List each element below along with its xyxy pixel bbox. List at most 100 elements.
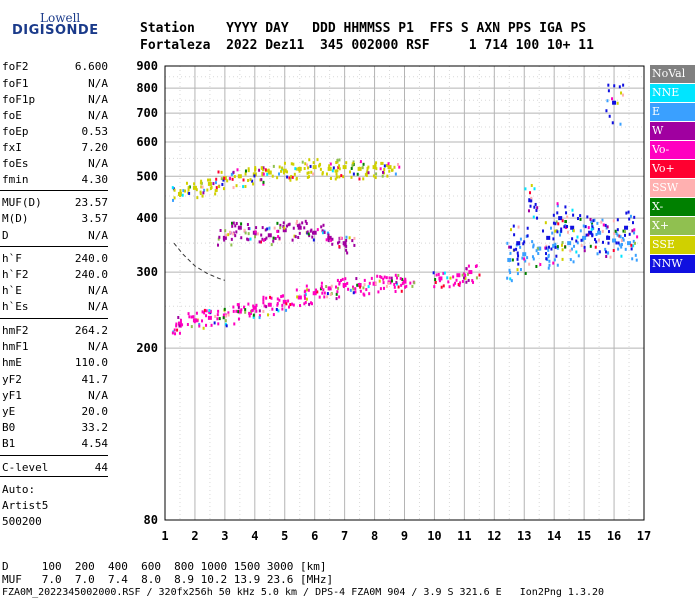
echo-mark — [282, 171, 285, 175]
echo-mark — [394, 289, 397, 293]
echo-mark — [471, 279, 474, 283]
data-point-vo- — [327, 286, 332, 291]
param-value: 3.57 — [81, 212, 109, 225]
param-row-b1: B1 4.54 — [2, 437, 108, 451]
echo-mark — [437, 272, 440, 276]
echo-mark — [635, 258, 638, 262]
echo-mark — [235, 309, 238, 313]
echo-mark — [304, 293, 307, 297]
data-point-vo- — [177, 321, 182, 326]
echo-mark — [234, 234, 237, 238]
echo-mark — [237, 305, 240, 309]
echo-mark — [345, 235, 348, 239]
param-name: foF1p — [2, 93, 36, 106]
echo-mark — [258, 314, 261, 318]
legend-item-x-: X- — [650, 198, 695, 216]
param-name: yE — [2, 405, 16, 418]
echo-mark — [297, 235, 300, 239]
echo-mark — [255, 303, 258, 307]
echo-mark — [606, 235, 609, 239]
echo-mark — [235, 184, 238, 188]
echo-mark — [509, 245, 512, 249]
data-point-sse — [192, 185, 197, 190]
echo-mark — [336, 241, 339, 245]
echo-mark — [322, 223, 325, 227]
echo-mark — [231, 224, 234, 228]
echo-mark — [222, 178, 225, 182]
echo-mark — [354, 290, 357, 294]
echo-mark — [248, 314, 251, 318]
echo-mark — [179, 194, 182, 198]
echo-mark — [621, 236, 624, 240]
data-point-w — [237, 225, 242, 230]
echo-mark — [393, 165, 396, 169]
echo-mark — [556, 245, 559, 249]
param-row-c-level: C-level 44 — [2, 461, 108, 475]
echo-mark — [620, 239, 623, 243]
echo-mark — [553, 258, 556, 262]
param-value: N/A — [88, 340, 108, 353]
echo-mark — [335, 172, 338, 176]
echo-mark — [249, 178, 252, 182]
echo-mark — [344, 277, 347, 281]
echo-mark — [321, 171, 324, 175]
echo-mark — [304, 296, 307, 300]
echo-mark — [242, 178, 245, 182]
echo-mark — [171, 186, 174, 190]
echo-mark — [328, 164, 331, 168]
echo-mark — [207, 178, 210, 182]
echo-mark — [622, 238, 625, 242]
plot-frame — [164, 65, 645, 521]
echo-mark — [304, 219, 307, 223]
echo-mark — [555, 254, 558, 258]
x-tick-label: 3 — [221, 529, 228, 543]
echo-mark — [631, 229, 634, 233]
param-row-h-f: h`F 240.0 — [2, 252, 108, 266]
echo-mark — [192, 315, 195, 319]
echo-mark — [405, 284, 408, 288]
echo-mark — [440, 285, 443, 289]
echo-mark — [338, 280, 341, 284]
echo-mark — [252, 313, 255, 317]
echo-mark — [316, 158, 319, 162]
echo-mark — [382, 286, 385, 290]
data-point-vo- — [222, 313, 227, 318]
echo-mark — [307, 232, 310, 236]
echo-mark — [383, 275, 386, 279]
echo-mark — [218, 235, 221, 239]
echo-mark — [353, 243, 356, 247]
x-tick-label: 16 — [607, 529, 621, 543]
echo-mark — [265, 236, 268, 240]
echo-mark — [336, 290, 339, 294]
echo-mark — [319, 167, 322, 171]
echo-mark — [606, 225, 609, 229]
echo-mark — [178, 331, 181, 335]
echo-mark — [224, 229, 227, 233]
echo-mark — [375, 161, 378, 165]
echo-mark — [564, 205, 567, 209]
echo-mark — [352, 172, 355, 176]
echo-mark — [209, 310, 212, 314]
echo-mark — [545, 257, 548, 261]
param-name: MUF(D) — [2, 196, 42, 209]
echo-mark — [620, 91, 623, 95]
param-value: 20.0 — [81, 405, 109, 418]
echo-mark — [463, 276, 466, 280]
echo-mark — [326, 231, 329, 235]
echo-mark — [301, 221, 304, 225]
echo-mark — [198, 324, 201, 328]
y-tick-label: 700 — [136, 106, 158, 120]
echo-mark — [205, 323, 208, 327]
echo-mark — [512, 224, 515, 228]
echo-mark — [537, 252, 540, 256]
echo-mark — [515, 247, 518, 251]
echo-mark — [338, 295, 341, 299]
echo-mark — [560, 243, 563, 247]
echo-mark — [188, 191, 191, 195]
x-tick-label: 2 — [191, 529, 198, 543]
echo-mark — [188, 185, 191, 189]
echo-mark — [606, 251, 609, 255]
echo-mark — [529, 204, 532, 208]
echo-mark — [195, 311, 198, 315]
echo-mark — [201, 194, 204, 198]
